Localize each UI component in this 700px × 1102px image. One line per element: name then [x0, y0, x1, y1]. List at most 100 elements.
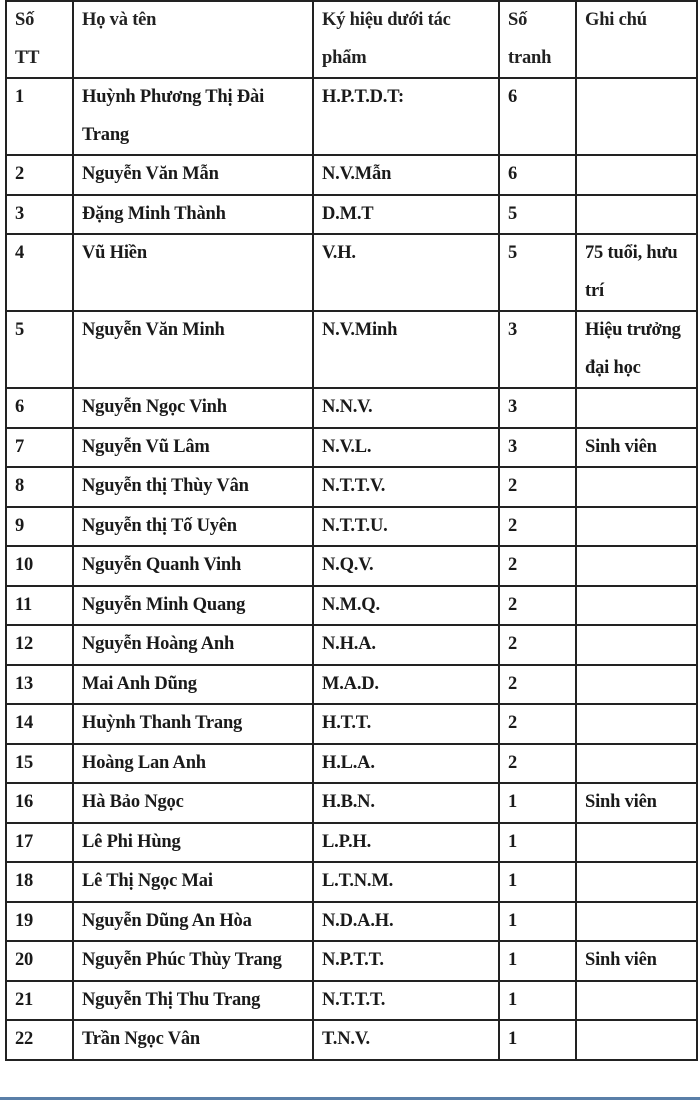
cell-count: 2	[498, 584, 577, 626]
cell-name: Huỳnh Phương Thị Đài Trang	[72, 77, 314, 156]
table-row: 19 Nguyễn Dũng An Hòa N.D.A.H. 1	[5, 900, 698, 942]
cell-name: Nguyễn Ngọc Vinh	[72, 387, 314, 429]
cell-note	[575, 387, 698, 429]
table-row: 10 Nguyễn Quanh Vinh N.Q.V. 2	[5, 545, 698, 587]
cell-symbol: N.N.V.	[312, 387, 500, 429]
cell-stt: 18	[5, 861, 74, 903]
cell-note	[575, 154, 698, 196]
cell-name: Hoàng Lan Anh	[72, 742, 314, 784]
cell-symbol: N.P.T.T.	[312, 940, 500, 982]
cell-stt: 14	[5, 703, 74, 745]
table-row: 12 Nguyễn Hoàng Anh N.H.A. 2	[5, 624, 698, 666]
cell-name: Hà Bảo Ngọc	[72, 782, 314, 824]
cell-stt: 16	[5, 782, 74, 824]
cell-count: 3	[498, 310, 577, 389]
cell-count: 1	[498, 861, 577, 903]
table-row: 22 Trần Ngọc Vân T.N.V. 1	[5, 1019, 698, 1061]
cell-note	[575, 703, 698, 745]
table-row: 16 Hà Bảo Ngọc H.B.N. 1 Sinh viên	[5, 782, 698, 824]
table-row: 14 Huỳnh Thanh Trang H.T.T. 2	[5, 703, 698, 745]
cell-name: Nguyễn Văn Mẫn	[72, 154, 314, 196]
cell-count: 3	[498, 387, 577, 429]
cell-name: Nguyễn Hoàng Anh	[72, 624, 314, 666]
cell-stt: 3	[5, 193, 74, 235]
cell-note: Sinh viên	[575, 782, 698, 824]
cell-stt: 6	[5, 387, 74, 429]
cell-count: 5	[498, 233, 577, 312]
cell-symbol: N.T.T.V.	[312, 466, 500, 508]
cell-count: 3	[498, 426, 577, 468]
cell-note	[575, 900, 698, 942]
header-name: Họ và tên	[72, 0, 314, 79]
table-row: 5 Nguyễn Văn Minh N.V.Minh 3 Hiệu trưởng đại…	[5, 310, 698, 389]
cell-stt: 21	[5, 979, 74, 1021]
cell-note	[575, 466, 698, 508]
cell-stt: 20	[5, 940, 74, 982]
cell-note	[575, 193, 698, 235]
cell-note: Hiệu trưởng đại học	[575, 310, 698, 389]
cell-count: 6	[498, 154, 577, 196]
cell-name: Vũ Hiền	[72, 233, 314, 312]
cell-symbol: N.H.A.	[312, 624, 500, 666]
cell-symbol: H.L.A.	[312, 742, 500, 784]
cell-note: Sinh viên	[575, 426, 698, 468]
cell-symbol: D.M.T	[312, 193, 500, 235]
cell-count: 1	[498, 821, 577, 863]
cell-stt: 19	[5, 900, 74, 942]
cell-name: Nguyễn Phúc Thùy Trang	[72, 940, 314, 982]
cell-name: Nguyễn Văn Minh	[72, 310, 314, 389]
cell-name: Trần Ngọc Vân	[72, 1019, 314, 1061]
table-row: 17 Lê Phi Hùng L.P.H. 1	[5, 821, 698, 863]
cell-stt: 13	[5, 663, 74, 705]
cell-name: Đặng Minh Thành	[72, 193, 314, 235]
table-row: 9 Nguyễn thị Tố Uyên N.T.T.U. 2	[5, 505, 698, 547]
cell-symbol: T.N.V.	[312, 1019, 500, 1061]
cell-count: 1	[498, 900, 577, 942]
header-row: Số TT Họ và tên Ký hiệu dưới tác phẩm Số…	[5, 0, 698, 79]
cell-stt: 12	[5, 624, 74, 666]
cell-stt: 22	[5, 1019, 74, 1061]
cell-name: Lê Thị Ngọc Mai	[72, 861, 314, 903]
cell-symbol: N.V.Mẫn	[312, 154, 500, 196]
cell-note	[575, 584, 698, 626]
table-row: 2 Nguyễn Văn Mẫn N.V.Mẫn 6	[5, 154, 698, 196]
cell-count: 2	[498, 545, 577, 587]
bottom-border	[0, 1097, 700, 1100]
cell-stt: 1	[5, 77, 74, 156]
table-row: 13 Mai Anh Dũng M.A.D. 2	[5, 663, 698, 705]
cell-symbol: L.T.N.M.	[312, 861, 500, 903]
table-row: 20 Nguyễn Phúc Thùy Trang N.P.T.T. 1 Sinh vi…	[5, 940, 698, 982]
cell-note: Sinh viên	[575, 940, 698, 982]
cell-name: Mai Anh Dũng	[72, 663, 314, 705]
table-row: 3 Đặng Minh Thành D.M.T 5	[5, 193, 698, 235]
cell-symbol: N.T.T.T.	[312, 979, 500, 1021]
cell-symbol: L.P.H.	[312, 821, 500, 863]
cell-name: Lê Phi Hùng	[72, 821, 314, 863]
cell-symbol: H.T.T.	[312, 703, 500, 745]
header-count: Số tranh	[498, 0, 577, 79]
cell-note	[575, 821, 698, 863]
cell-symbol: N.M.Q.	[312, 584, 500, 626]
table-row: 8 Nguyễn thị Thùy Vân N.T.T.V. 2	[5, 466, 698, 508]
cell-note: 75 tuổi, hưu trí	[575, 233, 698, 312]
cell-symbol: H.P.T.D.T:	[312, 77, 500, 156]
cell-count: 6	[498, 77, 577, 156]
cell-note	[575, 1019, 698, 1061]
cell-count: 1	[498, 782, 577, 824]
cell-note	[575, 77, 698, 156]
table-row: 1 Huỳnh Phương Thị Đài Trang H.P.T.D.T: 6	[5, 77, 698, 156]
cell-stt: 8	[5, 466, 74, 508]
cell-name: Nguyễn Dũng An Hòa	[72, 900, 314, 942]
cell-note	[575, 979, 698, 1021]
cell-note	[575, 624, 698, 666]
cell-note	[575, 505, 698, 547]
cell-count: 2	[498, 624, 577, 666]
cell-stt: 7	[5, 426, 74, 468]
table-row: 11 Nguyễn Minh Quang N.M.Q. 2	[5, 584, 698, 626]
cell-count: 5	[498, 193, 577, 235]
cell-count: 2	[498, 505, 577, 547]
cell-stt: 10	[5, 545, 74, 587]
cell-stt: 9	[5, 505, 74, 547]
cell-count: 2	[498, 742, 577, 784]
cell-symbol: V.H.	[312, 233, 500, 312]
